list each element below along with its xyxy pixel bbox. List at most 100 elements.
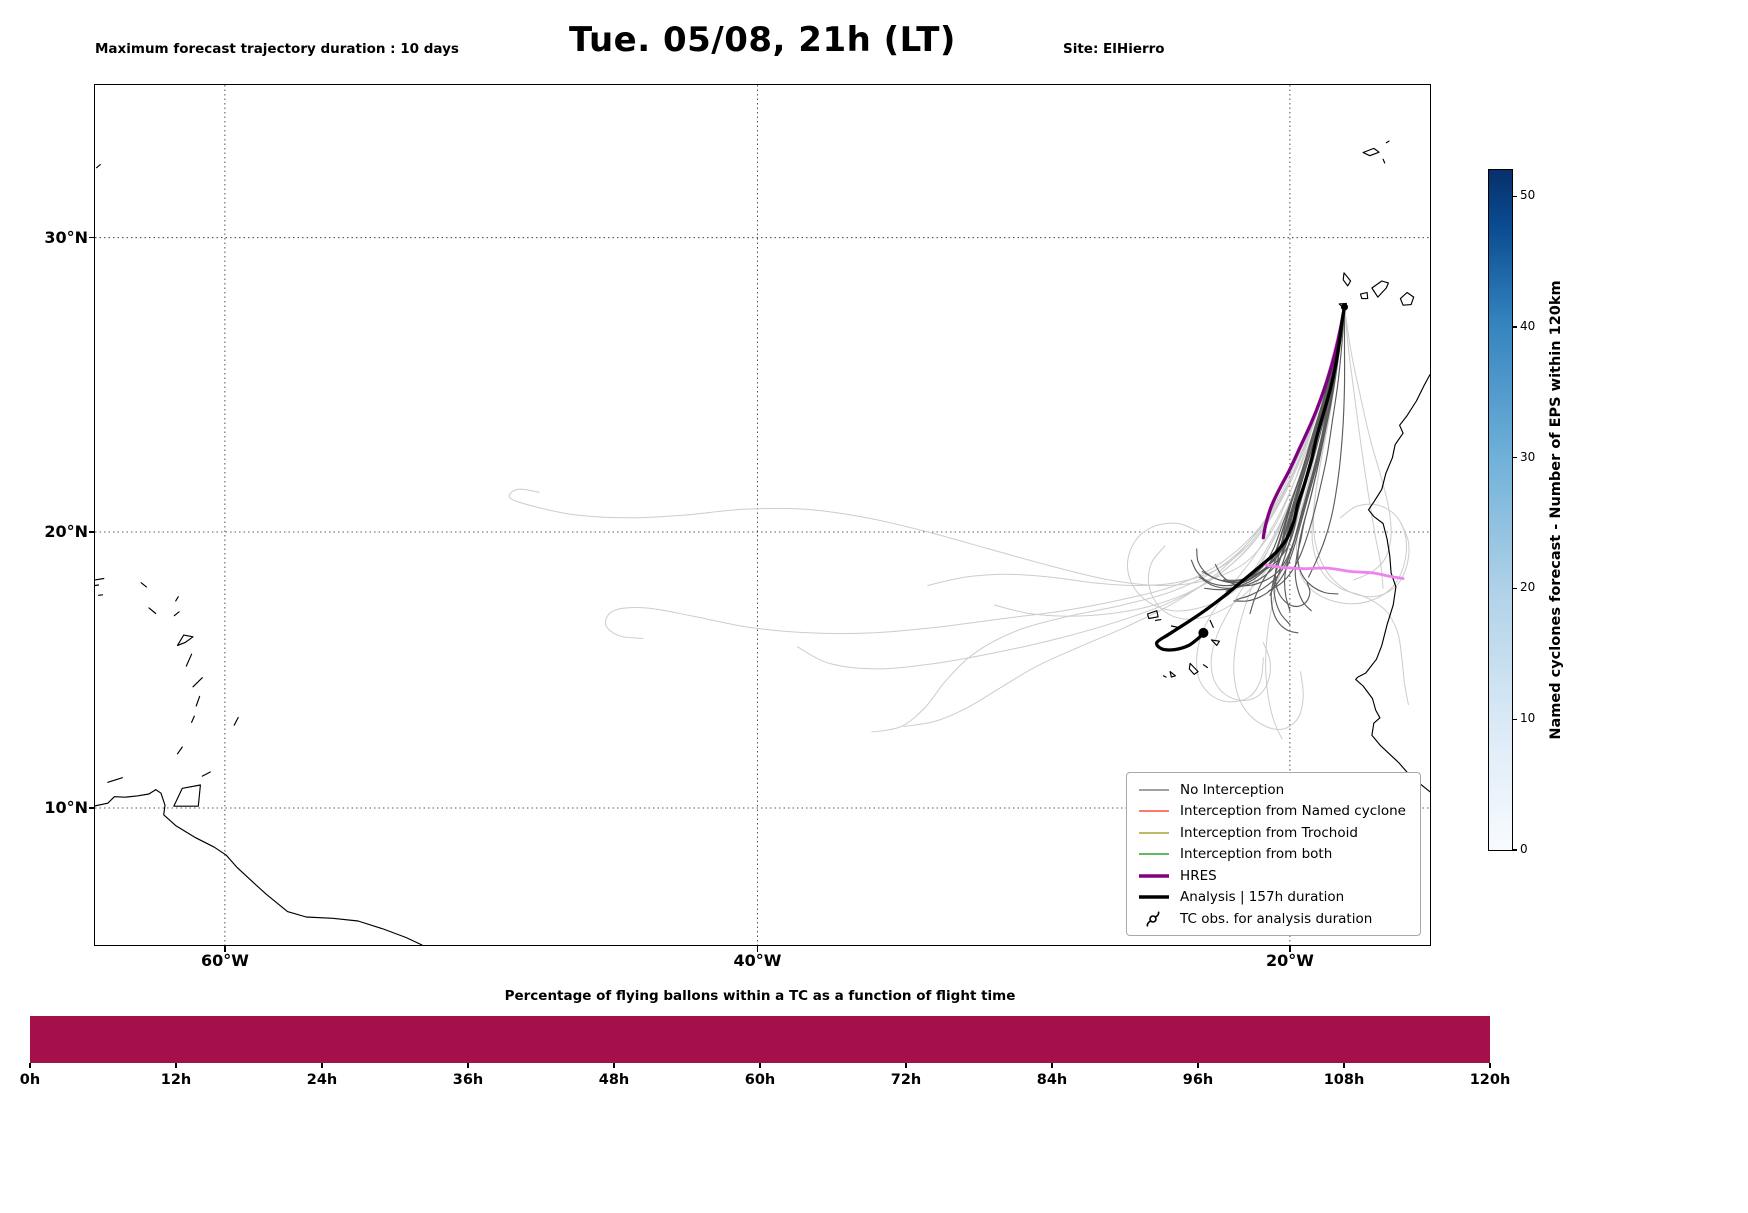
legend-entry: No Interception [1137, 781, 1406, 798]
bottom-axis-tick-label: 0h [19, 1072, 41, 1088]
deployment-point-marker [1341, 303, 1348, 311]
bottom-axis-tick-label: 96h [1182, 1072, 1214, 1088]
legend-entry-label: No Interception [1180, 781, 1285, 798]
island-coastline [1209, 619, 1214, 628]
tc-obs-marker [1198, 627, 1209, 638]
balloon-trajectory-no-interception [796, 306, 1345, 670]
info-line: Maximum forecast trajectory duration : 1… [95, 41, 459, 57]
page-title: Tue. 05/08, 21h (LT) [569, 20, 956, 60]
legend-entry: HRES [1137, 867, 1406, 884]
legend-entry: TC obs. for analysis duration [1137, 910, 1406, 927]
balloon-trajectory-eps [1268, 306, 1346, 592]
balloon-trajectory-no-interception [1344, 306, 1384, 589]
coastline [1355, 374, 1430, 793]
balloon-trajectory-eps [1308, 306, 1346, 578]
island-coastline [140, 582, 147, 588]
island-coastline [1385, 140, 1390, 144]
bottom-axis-tick-mark [1343, 1063, 1345, 1068]
legend-entry-label: Analysis | 157h duration [1180, 889, 1345, 905]
island-coastline [1210, 639, 1220, 646]
island-coastline [176, 634, 194, 646]
lon-tick-mark [224, 946, 226, 952]
legend-entry-label: HRES [1180, 867, 1217, 884]
legend-line-sample [1139, 831, 1170, 834]
balloon-trajectory-no-interception [605, 306, 1345, 639]
balloon-trajectory-eps [1196, 306, 1346, 583]
bottom-chart-title: Percentage of flying ballons within a TC… [504, 988, 1016, 1004]
colorbar-tick-label: 0 [1520, 842, 1528, 856]
colorbar-tick-label: 20 [1520, 580, 1536, 595]
island-coastline [1188, 662, 1199, 675]
lat-tick-mark [89, 531, 95, 533]
legend-entry-label: Interception from Named cyclone [1180, 803, 1406, 819]
bottom-axis-tick-mark [467, 1063, 469, 1068]
island-coastline [175, 596, 179, 602]
island-coastline [95, 577, 105, 581]
legend-entry: Interception from Trochoid [1137, 824, 1406, 841]
island-coastline [233, 716, 239, 726]
bottom-axis-tick-label: 84h [1036, 1072, 1068, 1088]
colorbar-axis-label: Named cyclones forecast - Number of EPS … [1548, 280, 1564, 740]
legend-line-sample [1139, 873, 1170, 878]
tc-percentage-bar [30, 1016, 1490, 1063]
lat-tick-mark [89, 237, 95, 239]
island-coastline [201, 771, 211, 777]
map-legend: No Interception Interception from Named c… [1126, 772, 1421, 936]
bottom-axis-tick-mark [759, 1063, 761, 1068]
balloon-trajectory-no-interception [1344, 306, 1392, 581]
legend-line-sample [1139, 810, 1170, 812]
island-coastline [1162, 675, 1167, 678]
lat-tick-label: 10°N [44, 798, 88, 818]
bottom-axis-tick-label: 36h [452, 1072, 484, 1088]
legend-line-sample [1139, 788, 1170, 791]
trajectory-map-plot: No Interception Interception from Named c… [94, 84, 1431, 946]
island-coastline [107, 777, 123, 783]
bottom-axis-tick-mark [1051, 1063, 1053, 1068]
island-coastline [1202, 664, 1208, 669]
legend-entry: Analysis | 157h duration [1137, 889, 1406, 906]
bottom-axis-tick-label: 72h [890, 1072, 922, 1088]
bottom-axis-tick-mark [905, 1063, 907, 1068]
island-coastline [195, 695, 201, 707]
balloon-trajectory-no-interception [1311, 306, 1409, 706]
island-coastline [1169, 671, 1176, 678]
legend-entry-label: Interception from Trochoid [1180, 824, 1358, 841]
island-coastline [176, 746, 183, 755]
legend-entry: Interception from both [1137, 846, 1406, 863]
legend-entry-label: Interception from both [1180, 846, 1333, 862]
island-coastline [1382, 158, 1386, 164]
bottom-axis-tick-mark [29, 1063, 31, 1068]
colorbar-tick-mark [1512, 718, 1517, 720]
island-coastline [192, 677, 203, 688]
tc-observed-track [1261, 563, 1405, 580]
balloon-trajectory-eps [1233, 306, 1346, 602]
island-coastline [191, 715, 195, 723]
bottom-axis-tick-mark [321, 1063, 323, 1068]
info-line: Site: ElHierro [1063, 41, 1165, 57]
analysis-track [1154, 305, 1347, 652]
balloon-trajectory-no-interception [508, 306, 1345, 587]
legend-line-sample [1139, 895, 1170, 899]
island-coastline [1362, 147, 1380, 157]
balloon-trajectory-no-interception [927, 306, 1345, 587]
island-coastline [173, 611, 180, 617]
island-coastline [148, 607, 157, 615]
hres-track [1261, 305, 1347, 540]
legend-line-sample [1139, 853, 1170, 855]
colorbar-tick-label: 50 [1520, 188, 1536, 203]
island-coastline [95, 584, 100, 587]
bottom-axis-tick-mark [1489, 1063, 1491, 1068]
balloon-trajectory-no-interception [871, 306, 1345, 733]
colorbar-tick-mark [1512, 326, 1517, 328]
colorbar [1488, 169, 1513, 851]
colorbar-tick-label: 10 [1520, 711, 1536, 726]
balloon-trajectory-no-interception [1296, 306, 1407, 605]
island-coastline [97, 594, 104, 596]
legend-entry: Interception from Named cyclone [1137, 803, 1406, 820]
lat-tick-label: 20°N [44, 522, 88, 541]
island-coastline [96, 164, 101, 169]
island-coastline [185, 653, 193, 667]
lon-tick-mark [1289, 946, 1291, 952]
colorbar-tick-label: 40 [1520, 318, 1536, 333]
